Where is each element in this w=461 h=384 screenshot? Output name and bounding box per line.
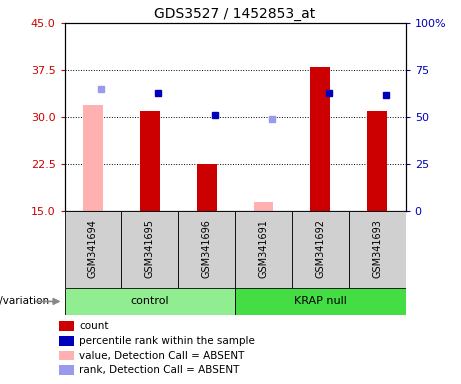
Text: GSM341696: GSM341696 — [201, 218, 212, 278]
Text: value, Detection Call = ABSENT: value, Detection Call = ABSENT — [79, 351, 245, 361]
Text: GSM341694: GSM341694 — [88, 218, 98, 278]
Bar — [235, 288, 406, 315]
Bar — [65, 288, 235, 315]
Bar — [310, 67, 331, 211]
Bar — [65, 211, 121, 288]
Text: percentile rank within the sample: percentile rank within the sample — [79, 336, 255, 346]
Text: rank, Detection Call = ABSENT: rank, Detection Call = ABSENT — [79, 365, 240, 375]
Title: GDS3527 / 1452853_at: GDS3527 / 1452853_at — [154, 7, 316, 21]
Text: GSM341692: GSM341692 — [315, 218, 325, 278]
Bar — [59, 351, 74, 361]
Text: GSM341691: GSM341691 — [259, 218, 269, 278]
Bar — [59, 366, 74, 375]
Bar — [121, 211, 178, 288]
Bar — [349, 211, 406, 288]
Bar — [197, 164, 217, 211]
Bar — [178, 211, 235, 288]
Bar — [140, 111, 160, 211]
Bar — [59, 321, 74, 331]
Bar — [59, 336, 74, 346]
Text: genotype/variation: genotype/variation — [0, 296, 50, 306]
Text: count: count — [79, 321, 109, 331]
Bar — [254, 202, 273, 211]
Bar — [83, 104, 103, 211]
Bar — [292, 211, 349, 288]
Text: GSM341695: GSM341695 — [145, 218, 155, 278]
Bar — [235, 211, 292, 288]
Text: control: control — [130, 296, 169, 306]
Text: GSM341693: GSM341693 — [372, 218, 382, 278]
Text: KRAP null: KRAP null — [294, 296, 347, 306]
Bar — [367, 111, 387, 211]
